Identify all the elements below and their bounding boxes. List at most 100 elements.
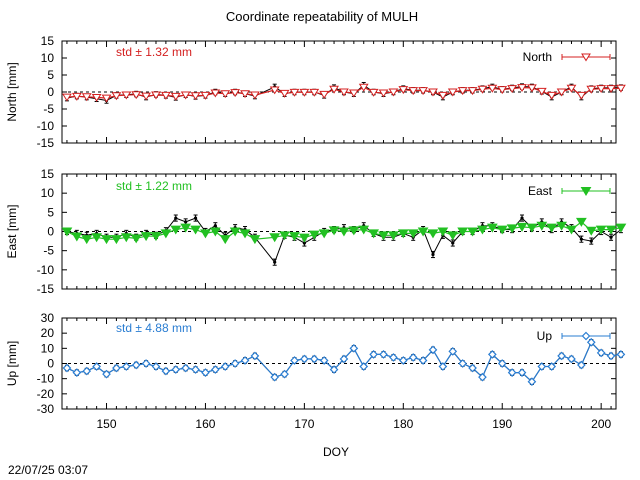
data-point: [193, 216, 198, 220]
series-marker: [230, 89, 241, 98]
series-marker: [240, 356, 250, 365]
series-marker: [181, 363, 191, 373]
series-marker: [249, 235, 261, 245]
data-point: [589, 239, 593, 243]
data-point: [609, 235, 613, 239]
series-marker: [270, 372, 280, 382]
series-marker: [517, 84, 527, 93]
series-marker: [467, 87, 478, 96]
series-marker: [308, 230, 320, 240]
data-point: [520, 216, 524, 220]
series-marker: [418, 87, 428, 96]
series-marker: [389, 353, 398, 362]
legend-marker: [580, 187, 592, 196]
x-tick-label: 160: [195, 417, 215, 431]
y-tick-label: -30: [37, 402, 55, 416]
series-marker: [487, 350, 497, 359]
x-tick-label: 150: [97, 417, 117, 431]
series-marker: [200, 91, 211, 100]
series-marker: [289, 88, 300, 97]
series-marker: [62, 363, 72, 373]
series-marker: [368, 88, 379, 97]
series-marker: [527, 377, 537, 387]
series-marker: [448, 347, 458, 356]
series-marker: [130, 234, 142, 244]
series-marker: [397, 229, 409, 239]
series-marker: [586, 85, 597, 94]
series-marker: [180, 91, 191, 100]
series-marker: [229, 227, 241, 237]
series-marker: [170, 225, 182, 235]
series-marker: [369, 350, 378, 359]
data-point: [174, 216, 178, 220]
series-marker: [279, 231, 290, 241]
series-marker: [546, 223, 558, 233]
series-marker: [408, 353, 418, 362]
x-tick-label: 190: [492, 417, 512, 431]
y-tick-label: 0: [47, 225, 54, 239]
series-marker: [577, 360, 586, 370]
y-tick-label: 10: [41, 51, 55, 65]
series-marker: [566, 225, 577, 235]
series-marker: [348, 226, 360, 236]
series-marker: [428, 88, 438, 97]
legend-label: North: [523, 50, 552, 64]
y-tick-label: -15: [37, 136, 55, 150]
series-marker: [486, 223, 498, 233]
series-marker: [121, 91, 132, 100]
series-marker: [596, 348, 606, 358]
series-marker: [606, 351, 616, 361]
series-marker: [140, 232, 152, 242]
series-marker: [349, 343, 359, 353]
series-marker: [121, 362, 131, 371]
series-marker: [82, 366, 92, 376]
series-marker: [91, 233, 103, 243]
y-tick-label: -10: [37, 372, 55, 386]
y-tick-label: 0: [47, 85, 54, 99]
data-point: [184, 220, 188, 224]
series-marker: [200, 229, 211, 239]
series-marker: [536, 221, 548, 231]
series-marker: [438, 362, 448, 371]
series-marker: [300, 354, 309, 364]
series-marker: [81, 93, 92, 102]
series-marker: [358, 225, 370, 235]
series-marker: [458, 359, 468, 368]
series-marker: [131, 91, 142, 100]
series-marker: [447, 231, 459, 241]
std-label: std ± 1.22 mm: [116, 179, 192, 193]
series-marker: [606, 85, 616, 94]
series-marker: [111, 92, 122, 101]
series-marker: [516, 222, 528, 232]
series-marker: [368, 229, 380, 239]
y-tick-label: -10: [37, 263, 55, 277]
legend-marker: [581, 53, 591, 62]
series-marker: [190, 92, 201, 101]
series-marker: [477, 85, 488, 94]
legend-label: Up: [537, 329, 553, 343]
series-marker: [290, 356, 299, 365]
series-marker: [219, 235, 231, 245]
series-marker: [566, 84, 577, 93]
series-marker: [72, 368, 82, 377]
series-marker: [240, 90, 250, 99]
legend-label: East: [528, 184, 553, 198]
series-marker: [616, 84, 626, 93]
series-marker: [62, 93, 72, 102]
y-tick-label: -20: [37, 387, 55, 401]
x-tick-label: 180: [393, 417, 413, 431]
series-marker: [467, 227, 478, 237]
series-marker: [616, 350, 626, 359]
series-marker: [379, 350, 388, 359]
chart-title: Coordinate repeatability of MULH: [226, 9, 418, 24]
y-tick-label: 10: [41, 186, 55, 200]
series-marker: [547, 362, 557, 371]
series-marker: [348, 89, 359, 98]
series-marker: [269, 233, 281, 243]
series-marker: [329, 85, 339, 94]
series-marker: [319, 356, 329, 365]
series-marker: [131, 360, 141, 370]
series-marker: [517, 368, 527, 377]
y-tick-label: -15: [37, 282, 55, 296]
